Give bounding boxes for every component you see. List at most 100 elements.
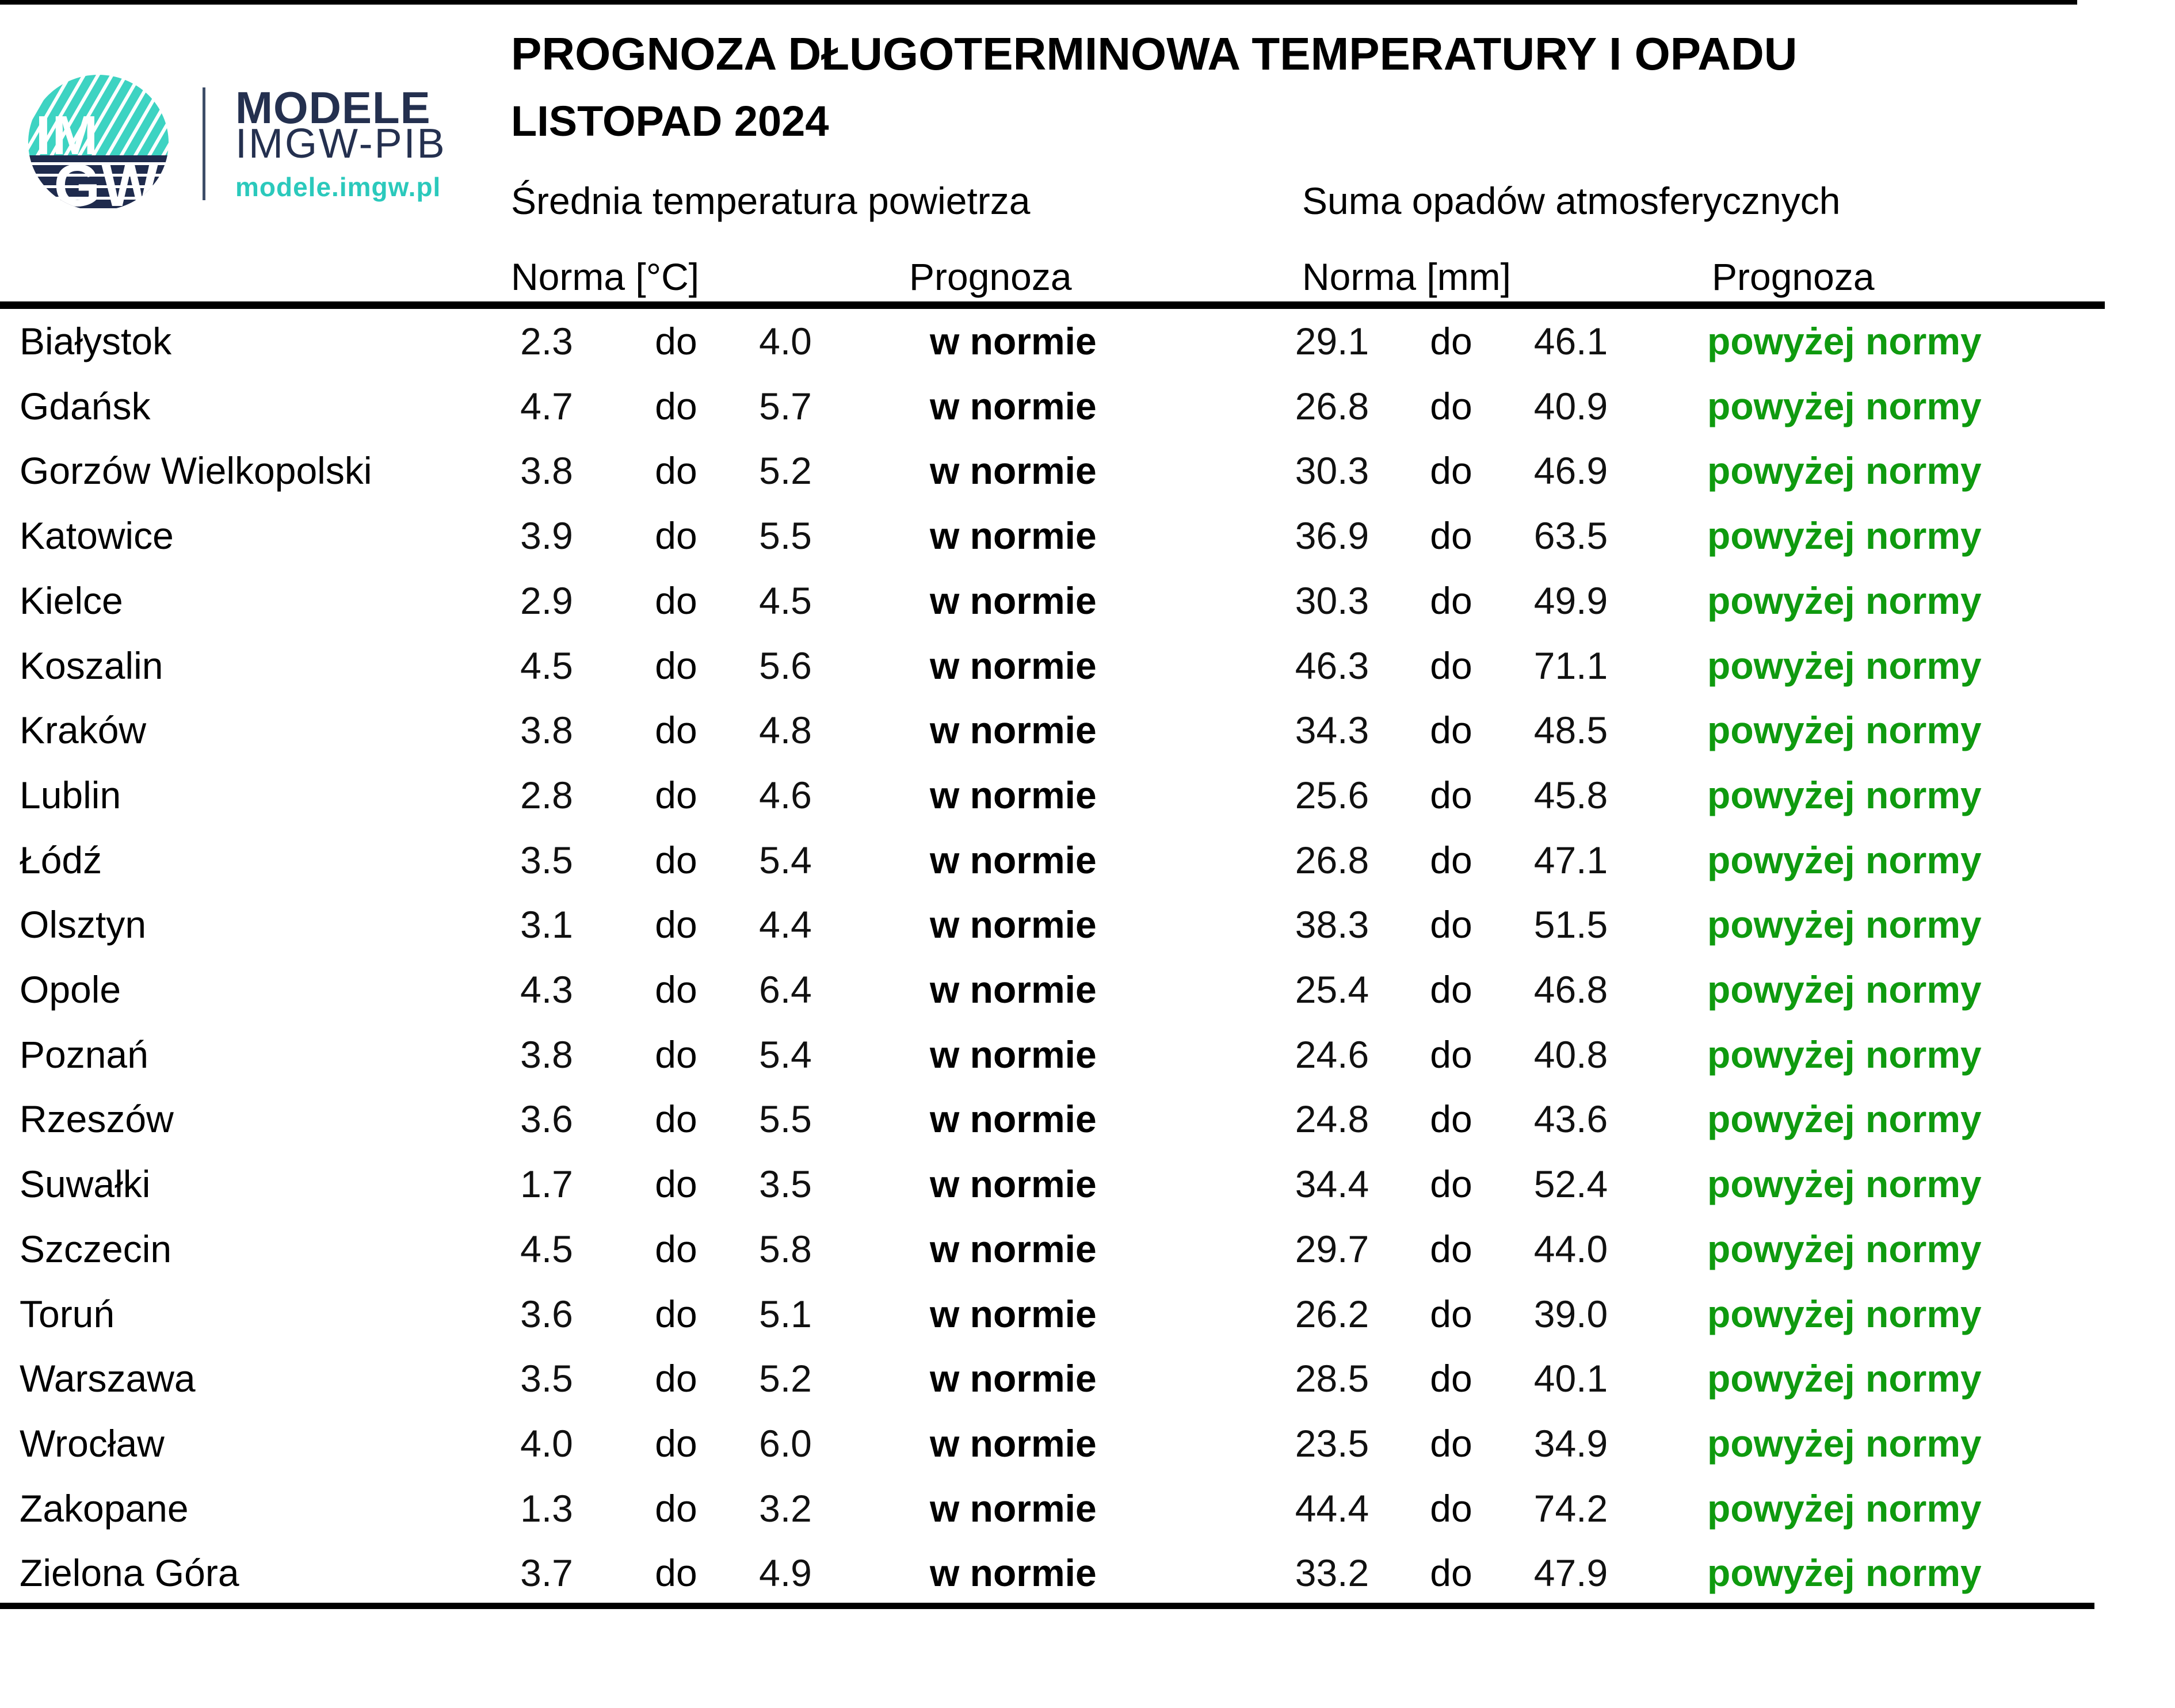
table-row: Kielce 2.9 do 4.5 w normie 30.3 do 49.9 …	[0, 568, 2175, 633]
temp-range-word: do	[655, 1163, 697, 1206]
precip-range-word: do	[1430, 709, 1472, 752]
table-row: Lublin 2.8 do 4.6 w normie 25.6 do 45.8 …	[0, 763, 2175, 828]
temp-forecast: w normie	[930, 1163, 1097, 1206]
temp-norm-high: 4.8	[759, 709, 812, 752]
logo-sigil-gw: GW	[54, 152, 159, 212]
logo-divider	[203, 87, 205, 200]
city-name: Zielona Góra	[20, 1552, 239, 1595]
precip-norm-high: 46.9	[1533, 449, 1608, 492]
temp-forecast: w normie	[930, 1487, 1097, 1530]
precip-range-word: do	[1430, 320, 1472, 362]
city-name: Olsztyn	[20, 903, 147, 946]
temp-range-word: do	[655, 709, 697, 752]
precip-norm-low: 28.5	[1295, 1357, 1369, 1400]
column-header-temp-norm: Norma [°C]	[511, 255, 700, 298]
precip-range-word: do	[1430, 449, 1472, 492]
precip-forecast: powyżej normy	[1707, 1292, 1982, 1335]
column-header-precip-forecast: Prognoza	[1712, 255, 1875, 298]
table-row: Opole 4.3 do 6.4 w normie 25.4 do 46.8 p…	[0, 957, 2175, 1022]
temp-norm-high: 5.1	[759, 1292, 812, 1335]
temp-norm-low: 4.5	[520, 1227, 573, 1270]
logo-brand-modele: MODELE	[235, 82, 431, 133]
precip-norm-high: 40.8	[1533, 1033, 1608, 1076]
precip-forecast: powyżej normy	[1707, 514, 1982, 557]
temp-norm-high: 6.0	[759, 1422, 812, 1465]
page-subtitle: LISTOPAD 2024	[511, 97, 829, 145]
temp-range-word: do	[655, 1227, 697, 1270]
temp-range-word: do	[655, 1552, 697, 1595]
precip-norm-high: 44.0	[1533, 1227, 1608, 1270]
precip-norm-high: 40.9	[1533, 384, 1608, 427]
temp-norm-high: 3.2	[759, 1487, 812, 1530]
precip-range-word: do	[1430, 1357, 1472, 1400]
precip-norm-low: 38.3	[1295, 903, 1369, 946]
temp-norm-low: 1.3	[520, 1487, 573, 1530]
precip-range-word: do	[1430, 1227, 1472, 1270]
precip-forecast: powyżej normy	[1707, 384, 1982, 427]
city-name: Gorzów Wielkopolski	[20, 449, 372, 492]
temp-norm-low: 2.3	[520, 320, 573, 362]
precip-norm-low: 46.3	[1295, 644, 1369, 687]
temp-norm-high: 5.5	[759, 1098, 812, 1141]
temp-norm-low: 3.5	[520, 1357, 573, 1400]
precip-forecast: powyżej normy	[1707, 1163, 1982, 1206]
precip-range-word: do	[1430, 514, 1472, 557]
imgw-logo: IM GW MODELE IMGW-PIB modele.imgw.pl	[27, 74, 445, 217]
precip-range-word: do	[1430, 1292, 1472, 1335]
temp-forecast: w normie	[930, 1098, 1097, 1141]
temp-norm-high: 5.5	[759, 514, 812, 557]
table-row: Warszawa 3.5 do 5.2 w normie 28.5 do 40.…	[0, 1346, 2175, 1411]
precip-range-word: do	[1430, 644, 1472, 687]
temp-forecast: w normie	[930, 449, 1097, 492]
city-name: Kielce	[20, 579, 123, 622]
table-row: Kraków 3.8 do 4.8 w normie 34.3 do 48.5 …	[0, 698, 2175, 763]
city-name: Koszalin	[20, 644, 163, 687]
table-row: Rzeszów 3.6 do 5.5 w normie 24.8 do 43.6…	[0, 1087, 2175, 1152]
precip-norm-high: 43.6	[1533, 1098, 1608, 1141]
table-row: Katowice 3.9 do 5.5 w normie 36.9 do 63.…	[0, 503, 2175, 568]
city-name: Kraków	[20, 709, 147, 752]
temp-norm-low: 1.7	[520, 1163, 573, 1206]
logo-sigil-im: IM	[36, 105, 100, 166]
precip-norm-high: 71.1	[1533, 644, 1608, 687]
precip-range-word: do	[1430, 903, 1472, 946]
precip-norm-low: 29.7	[1295, 1227, 1369, 1270]
column-header-precip-norm: Norma [mm]	[1302, 255, 1511, 298]
precip-norm-low: 24.6	[1295, 1033, 1369, 1076]
imgw-logo-icon: IM GW	[28, 75, 169, 212]
temp-norm-low: 3.8	[520, 449, 573, 492]
temp-forecast: w normie	[930, 1552, 1097, 1595]
precip-norm-low: 34.4	[1295, 1163, 1369, 1206]
column-header-temp-forecast: Prognoza	[909, 255, 1072, 298]
temp-range-word: do	[655, 1292, 697, 1335]
temp-norm-high: 3.5	[759, 1163, 812, 1206]
temp-norm-high: 4.6	[759, 773, 812, 816]
city-name: Katowice	[20, 514, 174, 557]
temp-norm-low: 3.8	[520, 709, 573, 752]
precip-range-word: do	[1430, 1033, 1472, 1076]
precip-forecast: powyżej normy	[1707, 1487, 1982, 1530]
temp-forecast: w normie	[930, 384, 1097, 427]
precip-norm-high: 39.0	[1533, 1292, 1608, 1335]
city-name: Zakopane	[20, 1487, 189, 1530]
precip-range-word: do	[1430, 579, 1472, 622]
precip-norm-low: 26.2	[1295, 1292, 1369, 1335]
temp-norm-high: 5.4	[759, 838, 812, 881]
temp-forecast: w normie	[930, 1292, 1097, 1335]
temp-range-word: do	[655, 579, 697, 622]
precip-norm-low: 25.6	[1295, 773, 1369, 816]
header-rule	[0, 301, 2105, 309]
precip-forecast: powyżej normy	[1707, 1552, 1982, 1595]
precip-norm-high: 47.1	[1533, 838, 1608, 881]
precip-norm-high: 40.1	[1533, 1357, 1608, 1400]
temp-norm-high: 5.8	[759, 1227, 812, 1270]
temp-norm-low: 2.8	[520, 773, 573, 816]
temp-norm-high: 6.4	[759, 968, 812, 1011]
temp-range-word: do	[655, 1357, 697, 1400]
precip-norm-high: 74.2	[1533, 1487, 1608, 1530]
table-row: Olsztyn 3.1 do 4.4 w normie 38.3 do 51.5…	[0, 892, 2175, 957]
precip-forecast: powyżej normy	[1707, 773, 1982, 816]
temp-forecast: w normie	[930, 1422, 1097, 1465]
temp-norm-high: 4.5	[759, 579, 812, 622]
